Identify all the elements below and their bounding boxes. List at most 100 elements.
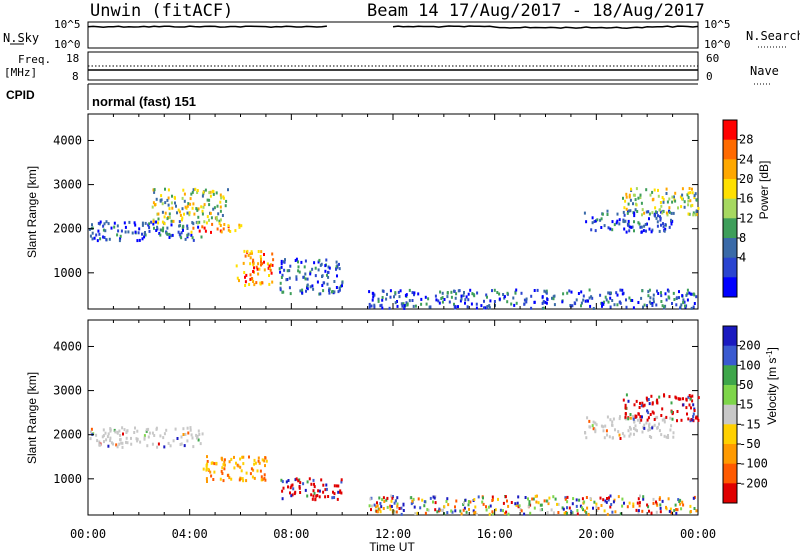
echo-cell [314, 274, 317, 278]
echo-cell [281, 497, 284, 501]
echo-cell [671, 219, 674, 223]
echo-cell [396, 304, 399, 308]
echo-cell [391, 496, 394, 500]
echo-cell [326, 282, 329, 286]
echo-cell [651, 401, 654, 405]
echo-cell [616, 219, 619, 223]
echo-cell [245, 273, 248, 277]
echo-cell [257, 262, 260, 266]
echo-cell [333, 280, 336, 283]
echo-cell [653, 418, 656, 421]
echo-cell [195, 207, 198, 211]
echo-cell [623, 501, 625, 505]
echo-cell [435, 298, 438, 302]
echo-cell [244, 280, 247, 284]
echo-cell [594, 428, 597, 432]
echo-cell [95, 233, 98, 237]
echo-cell [659, 201, 662, 204]
echo-cell [306, 283, 309, 287]
echo-cell [637, 412, 640, 416]
echo-cell [288, 286, 291, 290]
echo-cell [512, 296, 515, 300]
echo-cell [603, 509, 606, 513]
echo-cell [191, 221, 194, 225]
echo-cell [693, 495, 696, 499]
echo-cell [443, 505, 446, 509]
echo-cell [693, 409, 696, 412]
echo-cell [692, 496, 695, 500]
echo-cell [688, 291, 691, 295]
echo-cell [686, 412, 688, 416]
echo-cell [240, 469, 243, 473]
echo-cell [97, 229, 100, 233]
echo-cell [491, 512, 494, 516]
echo-cell [151, 205, 154, 209]
echo-cell [693, 196, 696, 200]
echo-cell [188, 213, 191, 217]
echo-cell [634, 198, 637, 202]
echo-cell [212, 192, 215, 196]
echo-cell [602, 302, 605, 306]
echo-cell [395, 510, 398, 514]
echo-cell [591, 221, 594, 225]
echo-cell [245, 471, 248, 475]
echo-cell [280, 478, 283, 482]
echo-cell [381, 306, 384, 310]
echo-cell [159, 233, 162, 237]
echo-cell [118, 429, 121, 433]
echo-cell [658, 497, 661, 501]
echo-cell [145, 429, 148, 433]
echo-cell [639, 196, 642, 199]
echo-cell [662, 210, 665, 213]
echo-cell [491, 510, 494, 514]
echo-cell [333, 496, 336, 499]
echo-cell [337, 290, 340, 294]
echo-cell [90, 427, 93, 431]
echo-cell [310, 493, 313, 497]
echo-cell [205, 465, 208, 469]
echo-cell [125, 436, 128, 440]
echo-cell [204, 188, 207, 192]
echo-cell [109, 436, 112, 440]
echo-cell [689, 504, 692, 508]
echo-cell [155, 427, 158, 431]
echo-cell [338, 286, 341, 290]
echo-cell [623, 434, 626, 438]
echo-cell [206, 198, 209, 202]
colorbar-tick-label: 100 [739, 358, 761, 372]
echo-cell [252, 261, 255, 265]
echo-cell [268, 264, 271, 268]
echo-cell [566, 291, 569, 295]
echo-cell [179, 234, 182, 238]
time-axis-labels: 00:00 04:00 08:00 12:00 16:00 20:00 00:00 [70, 527, 716, 541]
echo-cell [379, 510, 382, 514]
echo-cell [673, 509, 676, 513]
power-echo-cells [88, 187, 700, 310]
echo-cell [629, 416, 632, 420]
echo-cell [393, 501, 396, 505]
echo-cell [665, 435, 668, 439]
echo-cell [212, 207, 215, 211]
echo-cell [396, 300, 398, 303]
echo-cell [404, 294, 407, 297]
echo-cell [152, 188, 155, 192]
echo-cell [396, 496, 399, 500]
echo-cell [208, 218, 210, 222]
echo-cell [498, 297, 501, 301]
echo-cell [181, 216, 184, 220]
echo-cell [168, 232, 171, 236]
echo-cell [634, 424, 637, 428]
echo-cell [523, 298, 526, 302]
echo-cell [264, 478, 267, 482]
echo-cell [335, 267, 337, 271]
echo-cell [183, 192, 186, 196]
echo-cell [147, 427, 150, 431]
echo-cell [543, 289, 546, 293]
echo-cell [602, 425, 605, 429]
echo-cell [313, 482, 315, 486]
echo-cell [475, 512, 478, 516]
echo-cell [635, 399, 638, 403]
freq-tick-top: 18 [66, 52, 79, 65]
echo-cell [623, 213, 626, 217]
echo-cell [261, 262, 264, 266]
